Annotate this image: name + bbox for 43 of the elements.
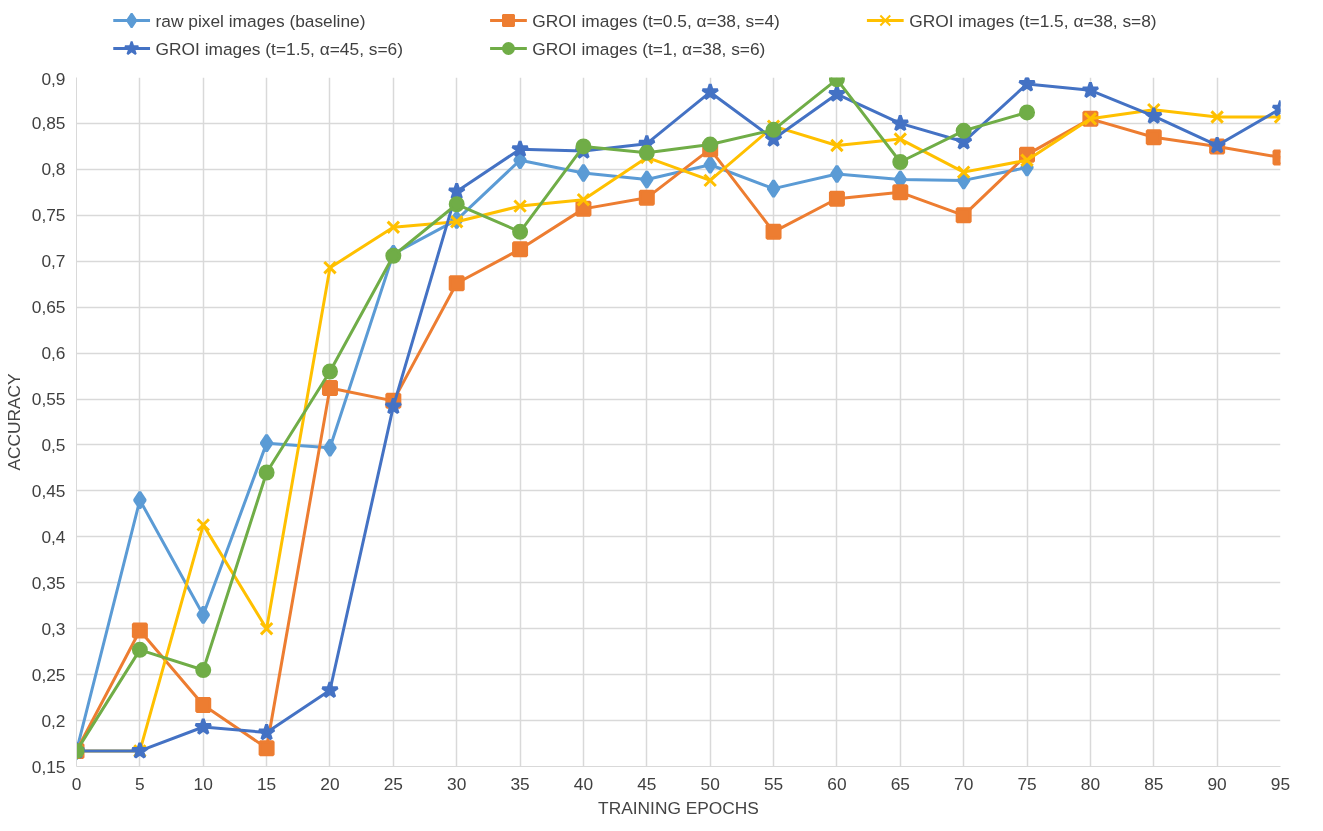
x-tick-label: 85 xyxy=(1144,773,1164,794)
x-tick-label: 40 xyxy=(573,773,594,794)
x-tick-label: 75 xyxy=(1017,773,1037,794)
x-tick-label: 45 xyxy=(637,773,657,794)
y-tick-label: 0,25 xyxy=(31,664,66,685)
x-tick-label: 60 xyxy=(827,773,847,794)
x-tick-label: 70 xyxy=(954,773,974,794)
x-tick-label: 10 xyxy=(193,773,213,794)
x-tick-label: 5 xyxy=(135,773,145,794)
x-tick-label: 0 xyxy=(71,773,82,794)
y-tick-label: 0,7 xyxy=(41,251,66,272)
y-tick-label: 0,6 xyxy=(41,343,66,364)
legend-label: GROI images (t=1.5, α=45, s=6) xyxy=(155,38,403,59)
y-tick-label: 0,65 xyxy=(31,297,66,318)
y-tick-label: 0,4 xyxy=(41,526,66,547)
legend-label: GROI images (t=1, α=38, s=6) xyxy=(532,38,766,59)
y-tick-label: 0,15 xyxy=(31,756,66,777)
y-tick-label: 0,8 xyxy=(41,159,66,180)
x-tick-label: 25 xyxy=(383,773,403,794)
y-tick-label: 0,2 xyxy=(41,710,66,731)
y-tick-label: 0,35 xyxy=(31,572,66,593)
legend-label: GROI images (t=1.5, α=38, s=8) xyxy=(909,10,1157,31)
x-tick-label: 30 xyxy=(447,773,467,794)
y-tick-label: 0,45 xyxy=(31,480,66,501)
y-tick-label: 0,75 xyxy=(31,205,66,226)
x-tick-label: 35 xyxy=(510,773,530,794)
y-tick-label: 0,85 xyxy=(31,113,66,134)
x-axis-title: TRAINING EPOCHS xyxy=(598,797,759,818)
legend-label: raw pixel images (baseline) xyxy=(155,10,366,31)
y-tick-label: 0,3 xyxy=(41,618,66,639)
x-tick-label: 80 xyxy=(1080,773,1101,794)
y-tick-label: 0,55 xyxy=(31,389,66,410)
legend-label: GROI images (t=0.5, α=38, s=4) xyxy=(532,10,780,31)
y-tick-label: 0,5 xyxy=(41,434,66,455)
x-tick-label: 50 xyxy=(700,773,720,794)
x-tick-label: 65 xyxy=(890,773,910,794)
x-tick-label: 95 xyxy=(1270,773,1291,794)
x-tick-label: 15 xyxy=(256,773,277,794)
y-axis-title: ACCURACY xyxy=(3,372,24,471)
x-tick-label: 90 xyxy=(1207,773,1227,794)
x-tick-label: 20 xyxy=(320,773,340,794)
y-tick-label: 0,9 xyxy=(41,68,66,89)
x-tick-label: 55 xyxy=(763,773,784,794)
